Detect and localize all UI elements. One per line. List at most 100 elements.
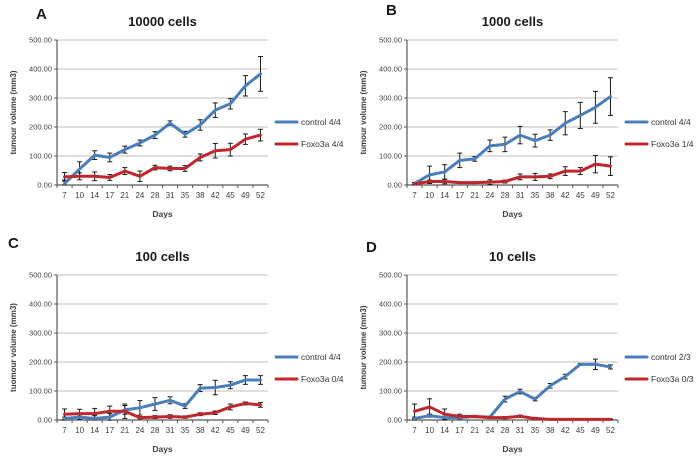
panel-c: C 0.00 100.00 200.00 300.00 400.00 500.00 7 10 1… (0, 235, 350, 470)
svg-text:10: 10 (425, 426, 434, 435)
svg-text:100 cells: 100 cells (135, 249, 189, 264)
svg-text:24: 24 (135, 191, 144, 200)
svg-text:45: 45 (226, 426, 235, 435)
svg-text:400.00: 400.00 (379, 65, 402, 74)
svg-text:Foxo3a 0/3: Foxo3a 0/3 (651, 374, 694, 384)
panel-label-d: D (366, 239, 377, 256)
svg-text:52: 52 (256, 426, 265, 435)
svg-text:31: 31 (516, 426, 525, 435)
svg-text:400.00: 400.00 (379, 300, 402, 309)
svg-text:17: 17 (455, 426, 464, 435)
svg-text:7: 7 (62, 426, 67, 435)
svg-text:tumour volume (mm3): tumour volume (mm3) (9, 70, 18, 154)
svg-text:100.00: 100.00 (379, 387, 402, 396)
panel-label-c: C (8, 235, 19, 252)
svg-text:21: 21 (470, 426, 479, 435)
svg-text:400.00: 400.00 (29, 300, 52, 309)
svg-text:tumour volume (mm3): tumour volume (mm3) (359, 305, 368, 389)
svg-text:300.00: 300.00 (29, 329, 52, 338)
svg-text:Days: Days (152, 444, 173, 454)
svg-text:24: 24 (135, 426, 144, 435)
svg-text:500.00: 500.00 (29, 271, 52, 280)
svg-text:500.00: 500.00 (379, 271, 402, 280)
svg-text:Days: Days (502, 209, 523, 219)
svg-text:28: 28 (151, 191, 160, 200)
svg-text:42: 42 (211, 191, 220, 200)
svg-text:14: 14 (440, 191, 449, 200)
svg-text:21: 21 (120, 426, 129, 435)
svg-text:10000 cells: 10000 cells (128, 14, 197, 29)
svg-text:control 2/3: control 2/3 (651, 352, 691, 362)
svg-text:400.00: 400.00 (29, 65, 52, 74)
svg-text:0.00: 0.00 (37, 416, 52, 425)
svg-text:49: 49 (241, 191, 250, 200)
svg-text:31: 31 (166, 191, 175, 200)
svg-text:100.00: 100.00 (29, 387, 52, 396)
svg-text:38: 38 (196, 191, 205, 200)
svg-text:500.00: 500.00 (29, 36, 52, 45)
svg-text:35: 35 (531, 191, 540, 200)
svg-text:17: 17 (455, 191, 464, 200)
svg-text:49: 49 (241, 426, 250, 435)
svg-text:21: 21 (470, 191, 479, 200)
svg-text:Days: Days (502, 444, 523, 454)
svg-text:10: 10 (75, 426, 84, 435)
panel-label-b: B (386, 2, 397, 19)
svg-text:17: 17 (105, 191, 114, 200)
svg-text:35: 35 (531, 426, 540, 435)
svg-text:17: 17 (105, 426, 114, 435)
chart-100-cells: 0.00 100.00 200.00 300.00 400.00 500.00 7 10 14 1… (9, 249, 344, 454)
svg-text:14: 14 (90, 426, 99, 435)
svg-text:100.00: 100.00 (29, 152, 52, 161)
chart-10000-cells: 0.00 100.00 200.00 300.00 400.00 500.00 7 10 14 1… (9, 14, 344, 219)
svg-text:49: 49 (591, 426, 600, 435)
svg-text:31: 31 (516, 191, 525, 200)
svg-text:100.00: 100.00 (379, 152, 402, 161)
svg-text:0.00: 0.00 (387, 181, 402, 190)
svg-text:7: 7 (412, 191, 417, 200)
svg-text:24: 24 (485, 426, 494, 435)
svg-text:control 4/4: control 4/4 (301, 352, 341, 362)
svg-text:Foxo3a 0/4: Foxo3a 0/4 (301, 374, 344, 384)
panel-b: B 0.00 100.00 200.00 300.00 400.00 500.00 7 10 1… (350, 0, 700, 235)
svg-text:1000 cells: 1000 cells (482, 14, 543, 29)
svg-text:28: 28 (501, 426, 510, 435)
svg-text:31: 31 (166, 426, 175, 435)
svg-text:28: 28 (501, 191, 510, 200)
svg-text:200.00: 200.00 (379, 123, 402, 132)
svg-text:45: 45 (576, 191, 585, 200)
svg-text:49: 49 (591, 191, 600, 200)
panel-a: A 0.00 100.00 200.00 300.00 400.00 500.00 7 10 1… (0, 0, 350, 235)
svg-text:38: 38 (196, 426, 205, 435)
svg-text:300.00: 300.00 (29, 94, 52, 103)
chart-1000-cells: 0.00 100.00 200.00 300.00 400.00 500.00 7 10 14 1… (359, 14, 694, 219)
svg-text:300.00: 300.00 (379, 94, 402, 103)
svg-text:35: 35 (181, 191, 190, 200)
svg-text:38: 38 (546, 191, 555, 200)
svg-text:200.00: 200.00 (379, 358, 402, 367)
svg-text:42: 42 (561, 191, 570, 200)
svg-text:42: 42 (211, 426, 220, 435)
panel-label-a: A (36, 6, 47, 23)
svg-text:control 4/4: control 4/4 (651, 117, 691, 127)
svg-text:14: 14 (90, 191, 99, 200)
svg-text:7: 7 (412, 426, 417, 435)
svg-text:52: 52 (606, 426, 615, 435)
svg-text:45: 45 (576, 426, 585, 435)
svg-text:Foxo3a 4/4: Foxo3a 4/4 (301, 139, 344, 149)
svg-text:21: 21 (120, 191, 129, 200)
svg-text:200.00: 200.00 (29, 358, 52, 367)
svg-text:42: 42 (561, 426, 570, 435)
svg-text:52: 52 (606, 191, 615, 200)
svg-text:35: 35 (181, 426, 190, 435)
svg-text:tuomour volume (mm3): tuomour volume (mm3) (9, 303, 18, 392)
svg-text:52: 52 (256, 191, 265, 200)
svg-text:28: 28 (151, 426, 160, 435)
svg-text:0.00: 0.00 (387, 416, 402, 425)
svg-text:7: 7 (62, 191, 67, 200)
svg-text:200.00: 200.00 (29, 123, 52, 132)
chart-10-cells: 0.00 100.00 200.00 300.00 400.00 500.00 7 10 14 1… (359, 249, 694, 454)
svg-text:10: 10 (75, 191, 84, 200)
